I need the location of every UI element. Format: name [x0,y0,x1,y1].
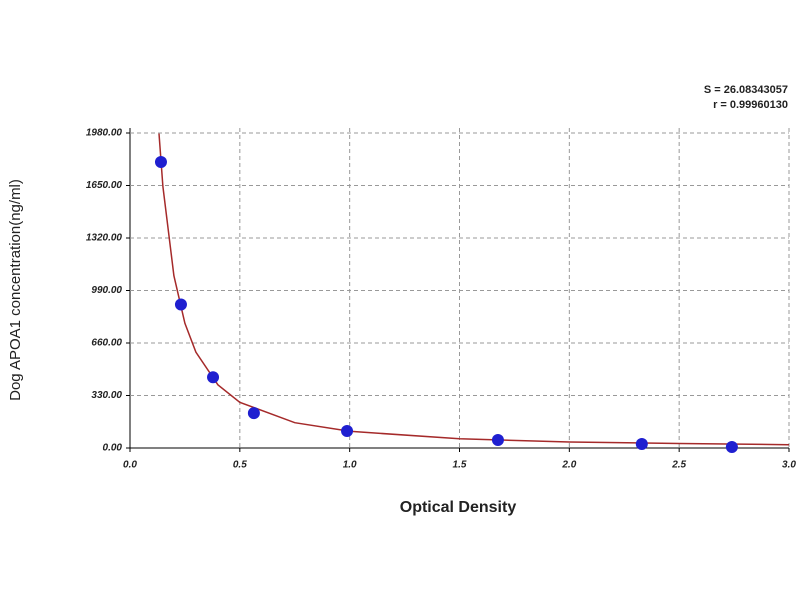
y-tick-label: 330.00 [91,390,122,401]
x-tick-label: 1.0 [343,460,357,471]
annotation: r = 0.99960130 [713,99,788,111]
x-tick-label: 1.5 [453,460,467,471]
x-tick-label: 2.5 [671,460,686,471]
x-axis-title: Optical Density [400,499,517,516]
fit-curve [158,133,790,446]
x-tick-label: 3.0 [782,460,796,471]
y-tick-label: 1650.00 [86,180,123,191]
data-point [207,371,220,384]
x-tick-label: 0.5 [233,460,247,471]
data-point [635,438,648,451]
x-tick-label: 0.0 [123,460,137,471]
y-tick-label: 1980.00 [86,128,123,139]
y-tick-label: 0.00 [103,443,123,454]
data-point [491,434,504,447]
data-point [174,298,187,311]
data-point [341,424,354,437]
y-tick-label: 1320.00 [86,233,123,244]
y-axis-title: Dog APOA1 concentration(ng/ml) [7,179,24,401]
y-tick-label: 990.00 [91,285,122,296]
x-tick-label: 2.0 [561,460,576,471]
y-tick-label: 660.00 [91,338,122,349]
annotation: S = 26.08343057 [704,84,788,96]
data-point [247,407,260,420]
data-point [154,155,167,168]
data-point [725,441,738,454]
